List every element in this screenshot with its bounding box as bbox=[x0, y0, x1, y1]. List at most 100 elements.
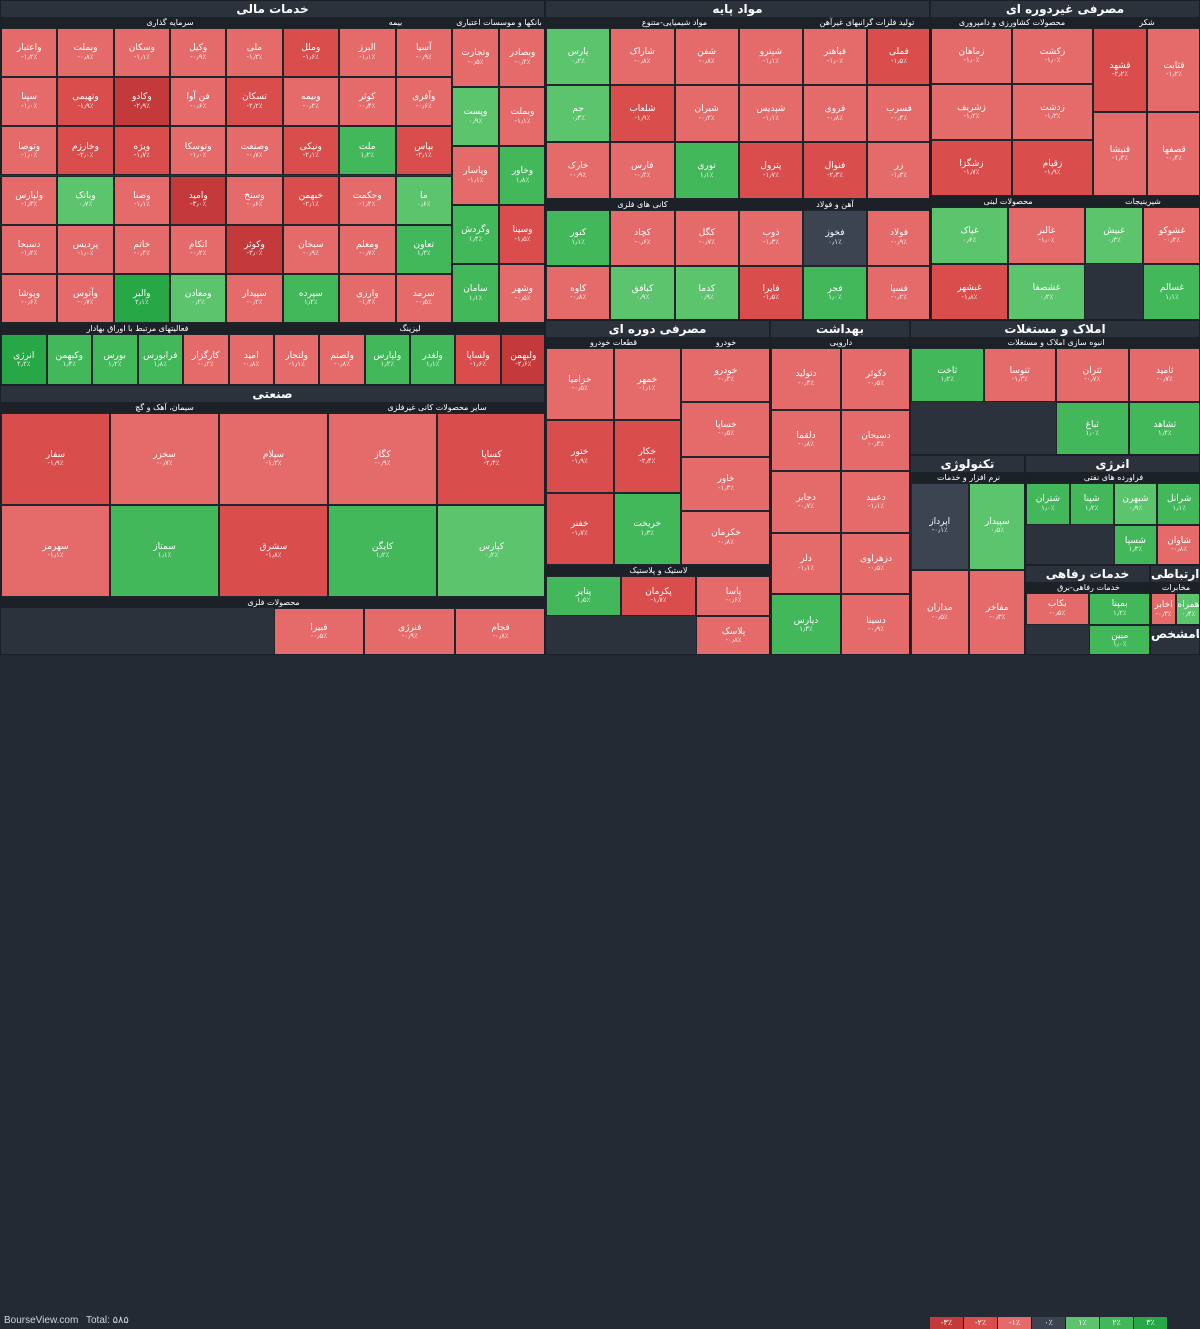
stock-cell[interactable]: وبملت-۰٫۸٪ bbox=[57, 28, 113, 77]
stock-cell[interactable]: البرز-۱٫۱٪ bbox=[339, 28, 396, 77]
stock-cell[interactable]: فجام-۰٫۸٪ bbox=[455, 608, 545, 655]
stock-cell[interactable]: وکادو-۲٫۹٪ bbox=[114, 77, 170, 126]
stock-cell[interactable]: خاور-۱٫۳٪ bbox=[681, 457, 770, 511]
stock-cell[interactable]: اخابر-۰٫۳٪ bbox=[1151, 593, 1176, 625]
stock-cell[interactable]: فنوال-۲٫۳٪ bbox=[803, 142, 867, 199]
stock-cell[interactable]: ملی-۱٫۳٪ bbox=[226, 28, 282, 77]
stock-cell[interactable]: کاوه-۰٫۸٪ bbox=[546, 266, 610, 321]
stock-cell[interactable]: پردیس-۱٫۰٪ bbox=[57, 225, 113, 274]
stock-cell[interactable]: شپدیس-۱٫۱٪ bbox=[739, 85, 803, 142]
stock-cell[interactable]: زماهان-۱٫۰٪ bbox=[931, 28, 1012, 84]
stock-cell[interactable]: زدشت-۱٫۳٪ bbox=[1012, 84, 1093, 140]
stock-cell[interactable]: ولبهمن-۲٫۶٪ bbox=[501, 334, 545, 385]
stock-cell[interactable]: غشوکو-۰٫۴٪ bbox=[1143, 207, 1200, 264]
stock-cell[interactable]: خمهر-۱٫۱٪ bbox=[614, 348, 682, 420]
stock-cell[interactable]: بپاس-۲٫۱٪ bbox=[396, 126, 453, 175]
stock-cell[interactable]: فسپا-۰٫۲٪ bbox=[867, 266, 930, 321]
stock-cell[interactable]: سفار-۱٫۹٪ bbox=[1, 413, 110, 505]
stock-cell[interactable]: غبشهر-۱٫۸٪ bbox=[931, 264, 1008, 320]
stock-cell[interactable]: وآتوس-۰٫۷٪ bbox=[57, 274, 113, 323]
stock-cell[interactable]: دلقما-۰٫۸٪ bbox=[771, 410, 841, 472]
stock-cell[interactable]: فن آوا-۰٫۶٪ bbox=[170, 77, 226, 126]
stock-cell[interactable]: ومعلم-۰٫۷٪ bbox=[339, 225, 396, 274]
stock-cell[interactable]: دلر-۱٫۱٪ bbox=[771, 533, 841, 595]
stock-cell[interactable]: وتهیمی-۱٫۹٪ bbox=[57, 77, 113, 126]
stock-cell[interactable]: فملی-۱٫۵٪ bbox=[867, 28, 930, 85]
stock-cell[interactable]: ولپارس-۱٫۳٪ bbox=[1, 176, 57, 225]
stock-cell[interactable]: وصنا-۱٫۱٪ bbox=[114, 176, 170, 225]
stock-cell[interactable]: خاتم-۰٫۴٪ bbox=[114, 225, 170, 274]
stock-cell[interactable]: زقیام-۱٫۹٪ bbox=[1012, 140, 1093, 196]
stock-cell[interactable]: کگل-۰٫۷٪ bbox=[675, 210, 739, 266]
stock-cell[interactable]: شلعاب-۱٫۹٪ bbox=[610, 85, 674, 142]
stock-cell[interactable]: پاسا-۰٫۶٪ bbox=[696, 576, 770, 616]
stock-cell[interactable]: سرمد-۰٫۵٪ bbox=[396, 274, 453, 323]
site-name[interactable]: BourseView.com bbox=[4, 1315, 78, 1326]
stock-cell[interactable]: اپرداز-۰٫۱٪ bbox=[911, 483, 969, 570]
stock-cell[interactable]: فباهنر-۱٫۰٪ bbox=[803, 28, 867, 85]
stock-cell[interactable]: خکار-۲٫۴٪ bbox=[614, 420, 682, 492]
stock-cell[interactable]: فروی-۰٫۸٪ bbox=[803, 85, 867, 142]
stock-cell[interactable]: تسکان-۲٫۲٪ bbox=[226, 77, 282, 126]
stock-cell[interactable]: سشرق-۱٫۸٪ bbox=[219, 505, 328, 597]
stock-cell[interactable]: ثتران-۰٫۷٪ bbox=[1056, 348, 1129, 402]
stock-cell[interactable]: وامید-۳٫۰٪ bbox=[170, 176, 226, 225]
stock-cell[interactable]: امید-۰٫۸٪ bbox=[229, 334, 275, 385]
stock-cell[interactable]: ویژه-۱٫۷٪ bbox=[114, 126, 170, 175]
stock-cell[interactable]: مداران-۰٫۵٪ bbox=[911, 570, 969, 656]
stock-cell[interactable]: ثامید-۰٫۷٪ bbox=[1129, 348, 1200, 402]
stock-cell[interactable]: وشهر-۰٫۵٪ bbox=[499, 264, 545, 323]
stock-cell[interactable]: وبملت-۱٫۱٪ bbox=[499, 87, 545, 146]
stock-cell[interactable]: خزامیا-۰٫۵٪ bbox=[546, 348, 614, 420]
stock-cell[interactable]: مفاخر-۰٫۳٪ bbox=[969, 570, 1026, 656]
stock-cell[interactable]: دتولید-۰٫۴٪ bbox=[771, 348, 841, 410]
stock-cell[interactable]: پترول-۱٫۷٪ bbox=[739, 142, 803, 199]
stock-cell[interactable]: شاوان-۰٫۸٪ bbox=[1157, 525, 1200, 566]
stock-cell[interactable]: قشهد-۲٫۲٪ bbox=[1093, 28, 1147, 112]
stock-cell[interactable]: وصنعت-۰٫۷٪ bbox=[226, 126, 282, 175]
stock-cell[interactable]: سبحان-۰٫۹٪ bbox=[283, 225, 339, 274]
stock-cell[interactable]: قثابت-۱٫۲٪ bbox=[1147, 28, 1200, 112]
stock-cell[interactable]: سیلام-۱٫۳٪ bbox=[219, 413, 328, 505]
stock-cell[interactable]: قصفها-۰٫۴٪ bbox=[1147, 112, 1200, 196]
stock-cell[interactable]: وتوسکا-۱٫۰٪ bbox=[170, 126, 226, 175]
stock-cell[interactable]: سخزر-۰٫۷٪ bbox=[110, 413, 219, 505]
stock-cell[interactable]: وبیمه-۰٫۴٪ bbox=[283, 77, 339, 126]
stock-cell[interactable]: ونیکی-۲٫۱٪ bbox=[283, 126, 339, 175]
stock-cell[interactable]: خبهمن-۲٫۱٪ bbox=[283, 176, 339, 225]
stock-cell[interactable]: فایرا-۱٫۵٪ bbox=[739, 266, 803, 321]
stock-cell[interactable]: ثنوسا-۱٫۳٪ bbox=[984, 348, 1057, 402]
stock-cell[interactable]: قنیشا-۱٫۴٪ bbox=[1093, 112, 1147, 196]
stock-cell[interactable]: ذوب-۱٫۳٪ bbox=[739, 210, 803, 266]
stock-cell[interactable]: بکاب-۰٫۵٪ bbox=[1026, 593, 1089, 625]
stock-cell[interactable]: خکرمان-۰٫۸٪ bbox=[681, 511, 770, 565]
stock-cell[interactable]: پلاسک-۰٫۸٪ bbox=[696, 616, 770, 655]
stock-cell[interactable]: غالبر-۱٫۰٪ bbox=[1008, 207, 1085, 264]
